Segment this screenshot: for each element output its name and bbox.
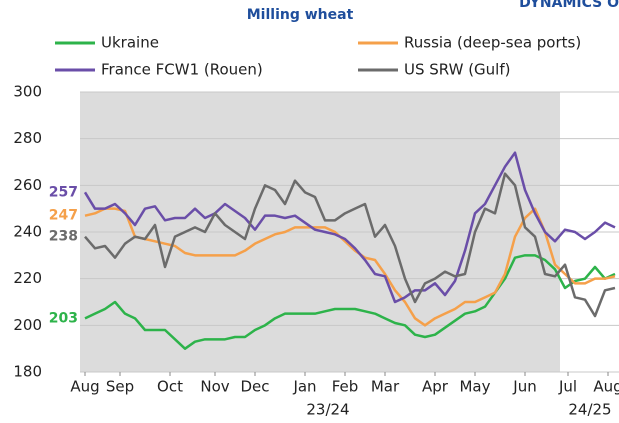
value-label: 238 bbox=[49, 229, 78, 245]
chart-subtitle: DYNAMICS O bbox=[519, 0, 619, 11]
x-tick-label: Jul bbox=[558, 378, 577, 396]
legend-label: Ukraine bbox=[101, 34, 159, 52]
x-tick-label: Dec bbox=[240, 378, 269, 396]
chart-title: Milling wheat bbox=[247, 7, 354, 23]
x-tick-label: Apr bbox=[422, 378, 449, 396]
y-tick-label: 280 bbox=[13, 129, 42, 147]
legend-label: US SRW (Gulf) bbox=[404, 61, 511, 79]
y-tick-label: 300 bbox=[13, 83, 42, 101]
y-tick-label: 260 bbox=[13, 176, 42, 194]
year-label: 24/25 bbox=[568, 401, 611, 419]
year-label: 23/24 bbox=[306, 401, 349, 419]
x-tick-label: Jun bbox=[512, 378, 536, 396]
y-tick-label: 200 bbox=[13, 316, 42, 334]
legend-label: France FCW1 (Rouen) bbox=[101, 61, 263, 79]
series-line bbox=[84, 254, 616, 350]
x-tick-label: Mar bbox=[371, 378, 400, 396]
x-tick-label: May bbox=[459, 378, 490, 396]
x-tick-label: Oct bbox=[157, 378, 183, 396]
x-tick-label: Sep bbox=[106, 378, 134, 396]
x-tick-label: Aug bbox=[593, 378, 619, 396]
legend-label: Russia (deep-sea ports) bbox=[404, 34, 581, 52]
y-tick-label: 240 bbox=[13, 223, 42, 241]
y-tick-label: 220 bbox=[13, 269, 42, 287]
series-line bbox=[83, 151, 616, 304]
x-tick-label: Nov bbox=[200, 378, 229, 396]
series-line bbox=[84, 172, 616, 318]
x-tick-label: Aug bbox=[70, 378, 99, 396]
x-tick-label: Feb bbox=[332, 378, 359, 396]
y-tick-label: 180 bbox=[13, 363, 42, 381]
value-label: 257 bbox=[49, 184, 78, 200]
x-tick-label: Jan bbox=[292, 378, 316, 396]
value-label: 247 bbox=[49, 208, 78, 224]
value-label: 203 bbox=[49, 310, 78, 326]
